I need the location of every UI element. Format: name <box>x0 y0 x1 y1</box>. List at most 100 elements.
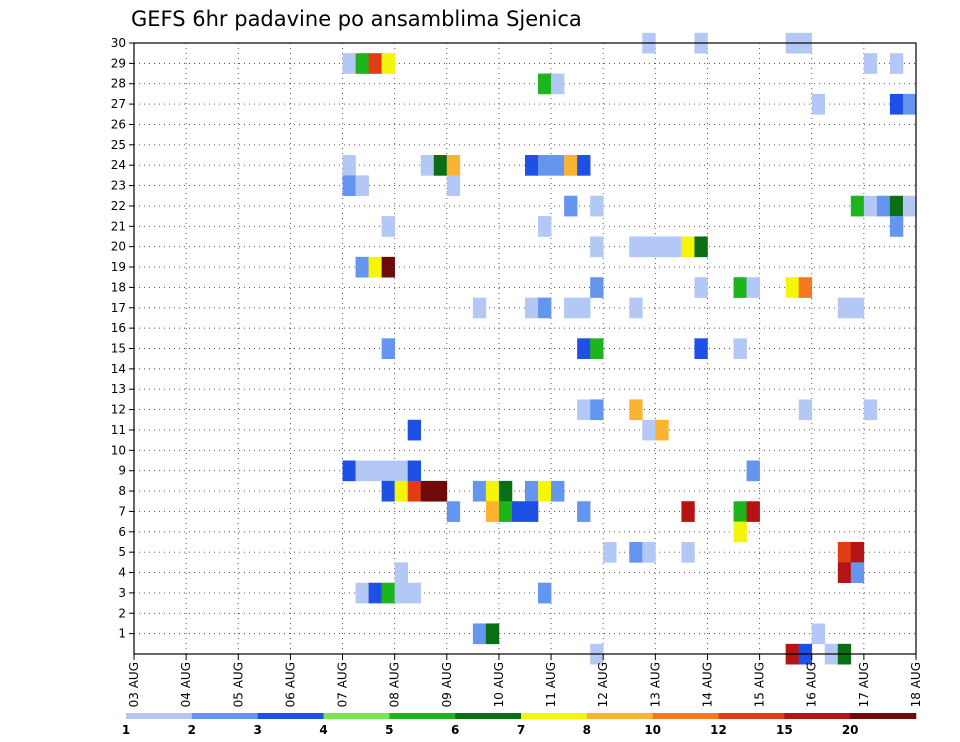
heatmap-cell <box>629 541 643 563</box>
y-tick-label: 6 <box>118 525 126 539</box>
y-tick-label: 9 <box>118 464 126 478</box>
colorbar-swatch <box>850 713 917 719</box>
heatmap-cell <box>746 501 760 522</box>
heatmap-cell <box>342 155 356 176</box>
heatmap-cell <box>577 297 591 319</box>
x-tick-label: 03 AUG <box>127 662 141 707</box>
heatmap-cell <box>538 582 552 604</box>
colorbar-label: 3 <box>253 723 261 737</box>
colorbar-swatch <box>126 713 193 719</box>
heatmap-cell <box>551 73 565 95</box>
colorbar-swatch <box>191 713 258 719</box>
heatmap-cell <box>355 582 369 604</box>
heatmap-cell <box>642 541 656 563</box>
heatmap-cell <box>381 460 395 482</box>
heatmap-cell <box>355 53 369 74</box>
y-tick-label: 16 <box>111 321 126 335</box>
heatmap-cell <box>485 623 500 645</box>
heatmap-cell <box>342 460 356 482</box>
colorbar-swatch <box>586 713 653 719</box>
colorbar-label: 8 <box>583 723 591 737</box>
heatmap-cell <box>538 73 552 95</box>
colorbar-label: 2 <box>188 723 196 737</box>
y-tick-label: 12 <box>111 403 126 417</box>
y-tick-label: 20 <box>111 240 126 254</box>
y-tick-label: 28 <box>111 77 126 91</box>
heatmap-cell <box>785 277 799 298</box>
heatmap-cell <box>811 93 826 115</box>
heatmap-cell <box>407 582 422 604</box>
colorbar-label: 12 <box>710 723 727 737</box>
y-tick-label: 5 <box>118 545 126 559</box>
heatmap-cell <box>850 541 865 563</box>
y-tick-label: 1 <box>118 627 126 641</box>
heatmap-cell <box>655 236 669 258</box>
heatmap-cell <box>577 399 591 421</box>
x-tick-label: 09 AUG <box>440 662 454 707</box>
heatmap-cell <box>733 501 747 522</box>
heatmap-cell <box>446 501 461 522</box>
heatmap-cell <box>446 155 461 176</box>
heatmap-cell <box>694 236 708 258</box>
heatmap-cell <box>733 521 747 543</box>
heatmap-cell <box>876 195 891 217</box>
colorbar-swatch <box>257 713 324 719</box>
heatmap-cell <box>342 175 356 197</box>
heatmap-cell <box>850 562 865 584</box>
heatmap-cell <box>433 155 448 176</box>
x-tick-label: 10 AUG <box>492 662 506 707</box>
heatmap-cell <box>850 297 865 319</box>
y-tick-label: 14 <box>111 362 126 376</box>
x-axis: 03 AUG 04 AUG 05 AUG 06 AUG 07 AUG 08 AUG 09 A… <box>127 654 923 707</box>
heatmap-cell <box>694 338 708 359</box>
colorbar-label: 20 <box>842 723 859 737</box>
heatmap-cell <box>889 93 904 115</box>
x-tick-label: 06 AUG <box>283 662 297 707</box>
heatmap-cell <box>590 236 604 258</box>
heatmap-cell <box>590 338 604 359</box>
heatmap-cell <box>642 419 656 441</box>
colorbar-label: 6 <box>451 723 459 737</box>
heatmap-cell <box>420 155 435 176</box>
heatmap-cell <box>525 155 539 176</box>
y-tick-label: 10 <box>111 443 126 457</box>
colorbar-swatch <box>652 713 719 719</box>
heatmap-cell <box>590 399 604 421</box>
heatmap-cell <box>551 155 565 176</box>
heatmap-cell <box>798 277 813 298</box>
heatmap-cell <box>577 338 591 359</box>
heatmap-cell <box>355 256 369 278</box>
heatmap-cell <box>538 216 552 237</box>
heatmap-cell <box>394 562 408 584</box>
y-tick-label: 15 <box>111 342 126 356</box>
heatmap-cell <box>525 501 539 522</box>
heatmap-cell <box>551 480 565 502</box>
heatmap-cell <box>590 277 604 298</box>
y-tick-label: 30 <box>111 36 126 50</box>
heatmap-cell <box>525 480 539 502</box>
grid-lines <box>134 43 916 654</box>
y-tick-label: 17 <box>111 301 126 315</box>
y-tick-label: 13 <box>111 382 126 396</box>
y-tick-label: 22 <box>111 199 126 213</box>
heatmap-cell <box>381 338 395 359</box>
heatmap-cell <box>629 236 643 258</box>
y-tick-label: 24 <box>111 158 126 172</box>
x-tick-label: 15 AUG <box>753 662 767 707</box>
y-tick-label: 29 <box>111 56 126 70</box>
heatmap-cell <box>863 53 878 74</box>
heatmap-cell <box>733 277 747 298</box>
heatmap-cell <box>681 236 695 258</box>
heatmap-cell <box>629 297 643 319</box>
heatmap-cell <box>850 195 865 217</box>
heatmap-cell <box>798 399 813 421</box>
heatmap-cell <box>538 297 552 319</box>
heatmap-cell <box>564 297 578 319</box>
x-tick-label: 07 AUG <box>336 662 350 707</box>
y-tick-label: 19 <box>111 260 126 274</box>
x-tick-label: 17 AUG <box>857 662 871 707</box>
heatmap-cell <box>668 236 682 258</box>
heatmap-cell <box>681 541 695 563</box>
y-tick-label: 23 <box>111 179 126 193</box>
